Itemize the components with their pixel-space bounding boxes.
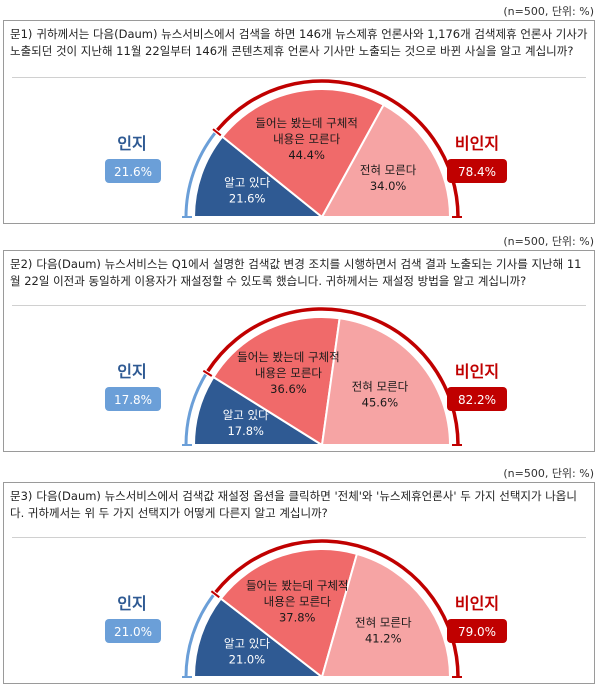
question-block-2: (n=500, 단위: %) 문2) 다음(Daum) 뉴스서비스는 Q1에서 설… [0, 230, 600, 456]
question-box: 문1) 귀하께서는 다음(Daum) 뉴스서비스에서 검색을 하면 146개 뉴스… [3, 20, 595, 224]
n-label: (n=500, 단위: %) [503, 5, 594, 18]
aware-value: 17.8% [114, 393, 152, 407]
slice-1 [192, 597, 325, 678]
slice-2 [212, 316, 341, 447]
n-label: (n=500, 단위: %) [503, 467, 594, 480]
unaware-badge [447, 619, 507, 643]
half-donut-chart-3: 알고 있다 21.0% 들어는 봤는데 구체적 내용은 모른다 37.8% 전혀 모른다 4… [105, 539, 507, 679]
slice-1 [192, 135, 325, 218]
unaware-value: 78.4% [458, 165, 496, 179]
aware-value: 21.6% [114, 165, 152, 179]
unaware-badge [447, 159, 507, 183]
question-text: 문3) 다음(Daum) 뉴스서비스에서 검색값 재설정 옵션을 클릭하면 '전체… [10, 488, 590, 522]
unaware-value: 82.2% [458, 393, 496, 407]
question-box: 문2) 다음(Daum) 뉴스서비스는 Q1에서 설명한 검색값 변경 조치를 시… [3, 250, 595, 452]
question-number: 문1) [10, 27, 33, 41]
question-text: 문1) 귀하께서는 다음(Daum) 뉴스서비스에서 검색을 하면 146개 뉴스… [10, 26, 590, 60]
aware-title: 인지 [117, 362, 146, 381]
aware-badge [105, 159, 161, 183]
slice-label-1: 알고 있다 17.8% [223, 408, 269, 438]
arc-tick [212, 128, 222, 137]
aware-badge [105, 619, 161, 643]
question-block-3: (n=500, 단위: %) 문3) 다음(Daum) 뉴스서비스에서 검색값 재… [0, 462, 600, 688]
question-body: 다음(Daum) 뉴스서비스에서 검색값 재설정 옵션을 클릭하면 '전체'와 … [10, 489, 577, 520]
question-text: 문2) 다음(Daum) 뉴스서비스는 Q1에서 설명한 검색값 변경 조치를 시… [10, 256, 590, 290]
slice-2 [219, 548, 359, 679]
separator [12, 77, 586, 78]
question-body: 귀하께서는 다음(Daum) 뉴스서비스에서 검색을 하면 146개 뉴스제휴 … [10, 27, 588, 58]
slice-label-1: 알고 있다 21.6% [224, 176, 270, 206]
unaware-badge [447, 387, 507, 411]
slice-label-3: 전혀 모른다 45.6% [352, 380, 409, 410]
slice-3 [320, 103, 452, 218]
half-donut-chart-2: 알고 있다 17.8% 들어는 봤는데 구체적 내용은 모른다 36.6% 전혀 모른다 4… [105, 307, 507, 447]
arc-tick [210, 590, 220, 599]
aware-arc [184, 594, 215, 678]
n-label: (n=500, 단위: %) [503, 235, 594, 248]
slice-label-2: 들어는 봤는데 구체적 내용은 모른다 36.6% [237, 350, 340, 396]
slice-2 [220, 88, 386, 219]
unaware-value: 79.0% [458, 625, 496, 639]
slice-3 [320, 317, 452, 446]
separator [12, 537, 586, 538]
aware-arc [184, 373, 207, 446]
question-body: 다음(Daum) 뉴스서비스는 Q1에서 설명한 검색값 변경 조치를 시행하면… [10, 257, 582, 288]
question-number: 문3) [10, 489, 33, 503]
aware-arc [184, 132, 217, 218]
question-box: 문3) 다음(Daum) 뉴스서비스에서 검색값 재설정 옵션을 클릭하면 '전체… [3, 482, 595, 684]
slice-label-2: 들어는 봤는데 구체적 내용은 모른다 37.8% [246, 579, 349, 625]
arc-tick [202, 369, 213, 377]
slice-label-3: 전혀 모른다 41.2% [355, 616, 412, 646]
unaware-title: 비인지 [455, 594, 499, 613]
question-number: 문2) [10, 257, 33, 271]
aware-title: 인지 [117, 134, 146, 153]
aware-title: 인지 [117, 594, 146, 613]
half-donut-chart-1: 알고 있다 21.6% 들어는 봤는데 구체적 내용은 모른다 44.4%전혀 모른다 3… [105, 79, 507, 219]
slice-label-2: 들어는 봤는데 구체적 내용은 모른다 44.4% [255, 116, 358, 162]
separator [12, 305, 586, 306]
unaware-title: 비인지 [455, 362, 499, 381]
slice-label-3: 전혀 모른다 34.0% [360, 163, 417, 193]
slice-label-1: 알고 있다 21.0% [224, 636, 270, 666]
question-block-1: (n=500, 단위: %) 문1) 귀하께서는 다음(Daum) 뉴스서비스에서… [0, 0, 600, 228]
aware-value: 21.0% [114, 625, 152, 639]
aware-badge [105, 387, 161, 411]
slice-3 [320, 552, 452, 678]
unaware-title: 비인지 [455, 134, 499, 153]
